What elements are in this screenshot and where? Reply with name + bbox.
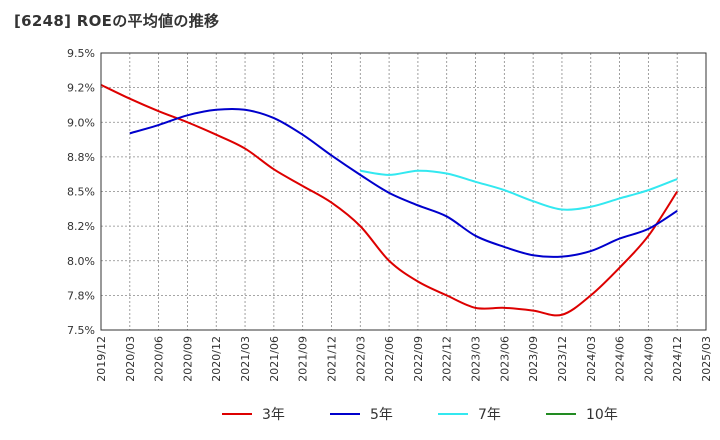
y-tick-label: 9.2% bbox=[67, 82, 95, 95]
x-tick-label: 2022/12 bbox=[441, 336, 454, 382]
x-tick-label: 2021/12 bbox=[325, 336, 338, 382]
x-tick-label: 2022/09 bbox=[412, 336, 425, 382]
x-tick-label: 2025/03 bbox=[700, 336, 713, 382]
series-line-2 bbox=[360, 169, 678, 211]
x-tick-label: 2023/09 bbox=[527, 336, 540, 382]
legend-label-2: 7年 bbox=[478, 407, 501, 423]
x-tick-label: 2022/06 bbox=[383, 336, 396, 382]
x-tick-label: 2023/03 bbox=[470, 336, 483, 382]
x-tick-label: 2021/06 bbox=[268, 336, 281, 382]
series-line-1 bbox=[129, 107, 678, 258]
chart-title: [6248] ROEの平均値の推移 bbox=[14, 12, 220, 30]
plot-border bbox=[100, 52, 707, 331]
x-tick-label: 2024/09 bbox=[642, 336, 655, 382]
x-tick-label: 2021/03 bbox=[239, 336, 252, 382]
legend-label-1: 5年 bbox=[370, 407, 393, 423]
x-axis-ticks: 2019/12 2020/03 2020/06 2020/09 2020/12 2021/… bbox=[95, 336, 713, 382]
x-tick-label: 2021/09 bbox=[297, 336, 310, 382]
x-tick-label: 2020/12 bbox=[210, 336, 223, 382]
x-tick-label: 2024/06 bbox=[614, 336, 627, 382]
y-tick-label: 7.5% bbox=[67, 324, 95, 337]
x-tick-label: 2023/06 bbox=[498, 336, 511, 382]
x-tick-label: 2020/06 bbox=[153, 336, 166, 382]
legend: 3年 5年 7年 10年 bbox=[222, 407, 618, 423]
x-tick-label: 2020/03 bbox=[124, 336, 137, 382]
y-axis-ticks: 7.5% 7.8% 8.0% 8.2% 8.5% 8.8% 9.0% 9.2% 9.5% bbox=[67, 47, 95, 337]
series-line-0 bbox=[100, 83, 679, 317]
y-tick-label: 8.2% bbox=[67, 220, 95, 233]
x-tick-label: 2024/12 bbox=[671, 336, 684, 382]
plot-area bbox=[101, 53, 706, 330]
y-tick-label: 8.0% bbox=[67, 255, 95, 268]
y-tick-label: 8.5% bbox=[67, 186, 95, 199]
legend-label-0: 3年 bbox=[262, 407, 285, 423]
x-tick-label: 2023/12 bbox=[556, 336, 569, 382]
x-tick-label: 2024/03 bbox=[585, 336, 598, 382]
x-tick-label: 2022/03 bbox=[354, 336, 367, 382]
x-tick-label: 2020/09 bbox=[181, 336, 194, 382]
y-tick-label: 8.8% bbox=[67, 151, 95, 164]
y-tick-label: 9.5% bbox=[67, 47, 95, 60]
series-layer bbox=[100, 83, 679, 317]
y-tick-label: 9.0% bbox=[67, 116, 95, 129]
grid-lines bbox=[101, 53, 706, 330]
legend-label-3: 10年 bbox=[586, 407, 618, 423]
y-tick-label: 7.8% bbox=[67, 289, 95, 302]
x-tick-label: 2019/12 bbox=[95, 336, 108, 382]
